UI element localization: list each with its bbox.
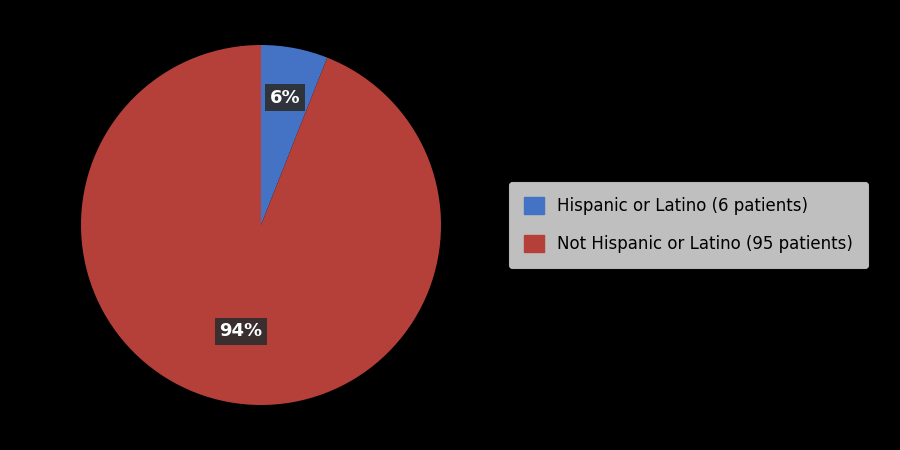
Wedge shape <box>81 45 441 405</box>
Legend: Hispanic or Latino (6 patients), Not Hispanic or Latino (95 patients): Hispanic or Latino (6 patients), Not His… <box>508 182 868 268</box>
Wedge shape <box>261 45 328 225</box>
Text: 94%: 94% <box>220 322 262 340</box>
Text: 6%: 6% <box>270 89 301 107</box>
